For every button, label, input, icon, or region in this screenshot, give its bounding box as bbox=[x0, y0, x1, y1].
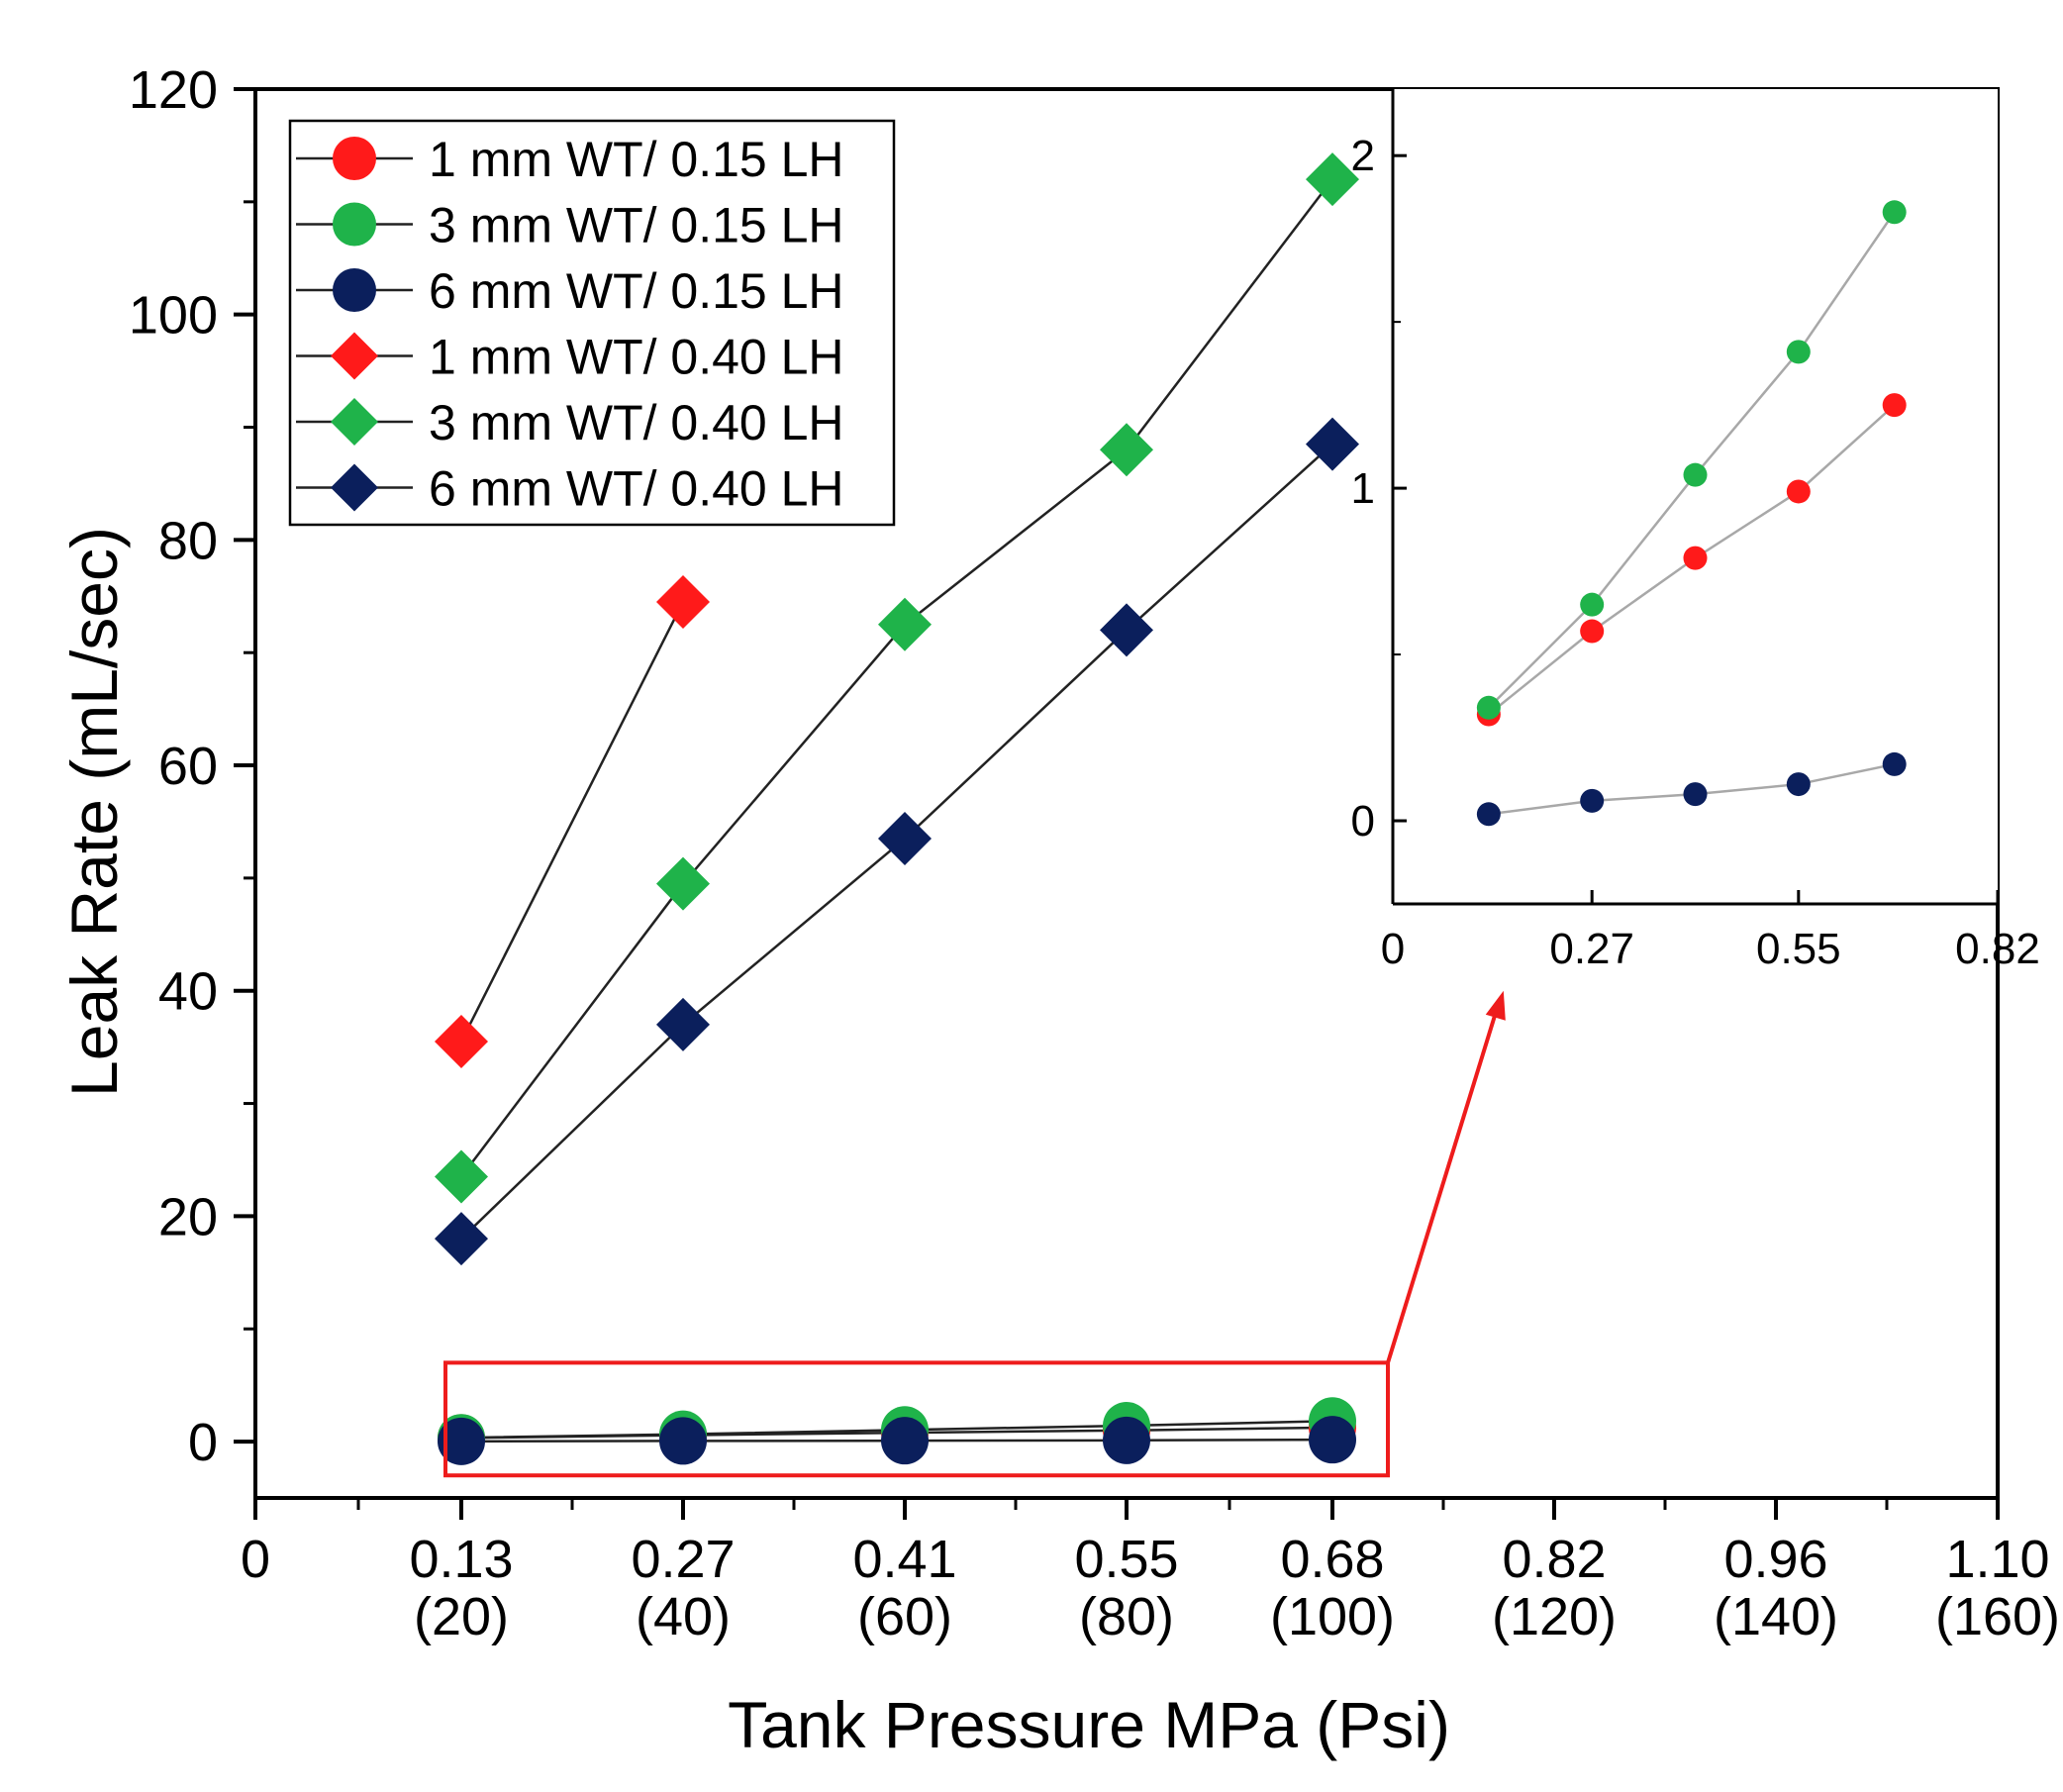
x-tick-label-psi: (160) bbox=[1935, 1587, 2060, 1646]
inset-y-tick-label: 0 bbox=[1351, 797, 1375, 846]
inset-data-point bbox=[1786, 479, 1811, 504]
data-point bbox=[878, 812, 932, 866]
inset-x-tick-label: 0 bbox=[1381, 925, 1405, 973]
y-tick-label: 0 bbox=[188, 1413, 218, 1472]
legend-marker bbox=[333, 137, 376, 180]
y-tick-label: 80 bbox=[158, 511, 218, 570]
data-point bbox=[1100, 603, 1153, 657]
y-tick-label: 60 bbox=[158, 737, 218, 796]
x-tick-label-psi: (100) bbox=[1270, 1587, 1395, 1646]
legend-marker bbox=[331, 332, 378, 380]
data-point bbox=[438, 1417, 485, 1465]
zoom-highlight-box bbox=[443, 1360, 1390, 1478]
y-tick-label: 120 bbox=[129, 60, 218, 120]
legend-marker bbox=[331, 398, 378, 446]
inset-data-point bbox=[1786, 340, 1811, 364]
inset-plot: 0 1 2 0 0.27 0.55 0.82 bbox=[1351, 89, 2040, 973]
x-tick-label-psi: (80) bbox=[1079, 1587, 1174, 1646]
x-tick-label-psi: (140) bbox=[1714, 1587, 1838, 1646]
inset-data-point bbox=[1580, 592, 1605, 617]
data-point bbox=[435, 1212, 488, 1266]
inset-data-point bbox=[1476, 695, 1501, 720]
x-tick-label: 0.27 bbox=[631, 1530, 735, 1589]
legend-label: 3 mm WT/ 0.40 LH bbox=[429, 395, 844, 450]
legend-label: 1 mm WT/ 0.40 LH bbox=[429, 330, 844, 385]
series-line bbox=[459, 601, 685, 1043]
legend-label: 3 mm WT/ 0.15 LH bbox=[429, 198, 844, 253]
inset-data-point bbox=[1580, 788, 1605, 813]
inset-data-point bbox=[1882, 200, 1907, 225]
main-series bbox=[435, 152, 1506, 1478]
legend-marker bbox=[333, 268, 376, 312]
x-tick-label: 0 bbox=[241, 1530, 270, 1589]
inset-data-point bbox=[1882, 393, 1907, 418]
y-tick-label: 100 bbox=[129, 286, 218, 346]
x-axis-title: Tank Pressure MPa (Psi) bbox=[728, 1688, 1450, 1761]
x-tick-label: 0.13 bbox=[409, 1530, 513, 1589]
x-tick-label: 1.10 bbox=[1945, 1530, 2049, 1589]
x-tick-label: 0.82 bbox=[1502, 1530, 1606, 1589]
inset-data-point bbox=[1476, 802, 1501, 827]
data-point bbox=[1309, 1416, 1356, 1464]
data-point bbox=[656, 997, 710, 1051]
zoom-arrow-line bbox=[1386, 1006, 1500, 1363]
legend-marker bbox=[331, 463, 378, 512]
inset-data-point bbox=[1683, 546, 1708, 570]
legend-label: 6 mm WT/ 0.40 LH bbox=[429, 461, 844, 517]
x-tick-label: 0.41 bbox=[852, 1530, 956, 1589]
inset-data-point bbox=[1683, 462, 1708, 487]
data-point bbox=[881, 1417, 929, 1465]
x-tick-label-psi: (20) bbox=[414, 1587, 509, 1646]
inset-data-point bbox=[1786, 772, 1811, 797]
data-point bbox=[656, 856, 710, 911]
legend-marker bbox=[333, 202, 376, 247]
legend-box bbox=[288, 119, 896, 527]
x-tick-label: 0.96 bbox=[1723, 1530, 1827, 1589]
data-point bbox=[1306, 417, 1359, 471]
data-point bbox=[656, 574, 710, 629]
inset-data-point bbox=[1683, 782, 1708, 807]
zoom-arrow-head bbox=[1485, 990, 1506, 1021]
y-tick-label: 20 bbox=[158, 1187, 218, 1246]
data-point bbox=[435, 1014, 488, 1068]
data-point bbox=[1100, 423, 1153, 477]
data-point bbox=[1306, 152, 1359, 207]
inset-x-tick-label: 0.27 bbox=[1549, 925, 1634, 973]
inset-background bbox=[1393, 89, 1998, 904]
legend-label: 6 mm WT/ 0.15 LH bbox=[429, 263, 844, 319]
x-tick-label-psi: (40) bbox=[636, 1587, 731, 1646]
inset-x-tick-label: 0.55 bbox=[1756, 925, 1841, 973]
x-tick-label: 0.55 bbox=[1074, 1530, 1178, 1589]
x-tick-label-psi: (120) bbox=[1492, 1587, 1617, 1646]
inset-data-point bbox=[1882, 751, 1907, 776]
y-tick-label: 40 bbox=[158, 962, 218, 1022]
x-tick-label: 0.68 bbox=[1280, 1530, 1384, 1589]
inset-x-tick-label: 0.82 bbox=[1955, 925, 2040, 973]
data-point bbox=[435, 1149, 488, 1204]
y-axis-title: Leak Rate (mL/sec) bbox=[57, 527, 131, 1097]
inset-y-tick-label: 2 bbox=[1351, 132, 1375, 180]
data-point bbox=[1103, 1416, 1150, 1464]
legend-label: 1 mm WT/ 0.15 LH bbox=[429, 132, 844, 187]
inset-data-point bbox=[1580, 619, 1605, 644]
data-point bbox=[659, 1417, 707, 1465]
data-point bbox=[878, 597, 932, 651]
legend: 1 mm WT/ 0.15 LH 3 mm WT/ 0.15 LH 6 mm WT/… bbox=[288, 119, 896, 527]
x-tick-label-psi: (60) bbox=[857, 1587, 952, 1646]
inset-y-tick-label: 1 bbox=[1351, 464, 1375, 513]
